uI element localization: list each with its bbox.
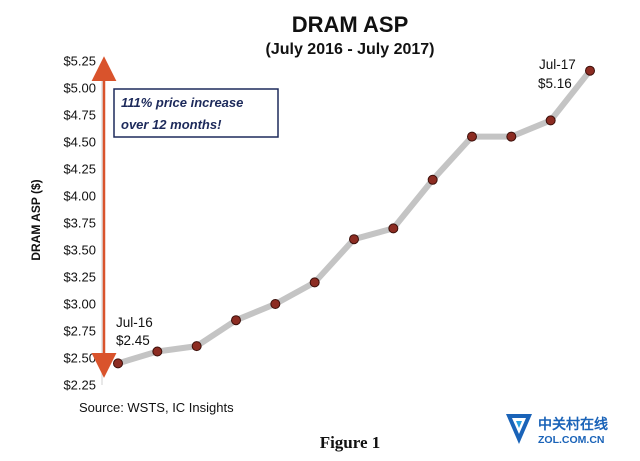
y-axis: $2.25 $2.50 $2.75 $3.00 $3.25 $3.50 $3.75 $4.00… xyxy=(63,54,96,393)
data-point xyxy=(349,234,359,245)
data-point xyxy=(113,358,123,369)
data-point xyxy=(388,223,399,234)
y-tick-label: $4.25 xyxy=(63,162,96,177)
zol-logo-icon xyxy=(506,414,532,444)
data-point xyxy=(427,174,438,185)
chart-subtitle: (July 2016 - July 2017) xyxy=(266,41,435,58)
data-point xyxy=(152,346,163,357)
data-point xyxy=(585,65,595,76)
y-tick-label: $3.50 xyxy=(63,243,96,258)
callout-line-1: 111% price increase xyxy=(121,95,243,110)
callout-line-2: over 12 months! xyxy=(121,117,222,132)
y-tick-label: $4.75 xyxy=(63,108,96,123)
watermark-text-en: ZOL.COM.CN xyxy=(538,434,605,446)
end-label: Jul-17 xyxy=(539,57,576,72)
start-label: Jul-16 xyxy=(116,315,153,330)
y-axis-label: DRAM ASP ($) xyxy=(29,179,43,260)
data-point xyxy=(191,341,202,352)
y-tick-label: $2.75 xyxy=(63,324,96,339)
data-point xyxy=(467,131,477,142)
data-point xyxy=(231,315,241,326)
watermark-text-cn: 中关村在线 xyxy=(538,416,608,433)
y-tick-label: $5.00 xyxy=(63,81,96,96)
data-point xyxy=(545,115,556,126)
y-tick-label: $3.75 xyxy=(63,216,96,231)
y-tick-label: $5.25 xyxy=(63,54,96,69)
figure-caption: Figure 1 xyxy=(320,433,381,452)
data-point xyxy=(506,131,517,142)
y-tick-label: $3.00 xyxy=(63,297,96,312)
data-point xyxy=(309,277,320,288)
y-tick-label: $4.00 xyxy=(63,189,96,204)
end-value: $5.16 xyxy=(538,76,572,91)
y-tick-label: $4.50 xyxy=(63,135,96,150)
start-value: $2.45 xyxy=(116,333,150,348)
y-tick-label: $2.50 xyxy=(63,351,96,366)
series-points xyxy=(113,65,595,369)
data-point xyxy=(270,299,281,309)
callout-box: 111% price increase over 12 months! xyxy=(113,88,279,138)
source-note: Source: WSTS, IC Insights xyxy=(79,400,234,415)
watermark-logo: 中关村在线 ZOL.COM.CN xyxy=(506,414,608,446)
chart-title: DRAM ASP xyxy=(292,12,409,37)
y-tick-label: $2.25 xyxy=(63,378,96,393)
y-tick-label: $3.25 xyxy=(63,270,96,285)
callout-box-border xyxy=(113,88,279,138)
